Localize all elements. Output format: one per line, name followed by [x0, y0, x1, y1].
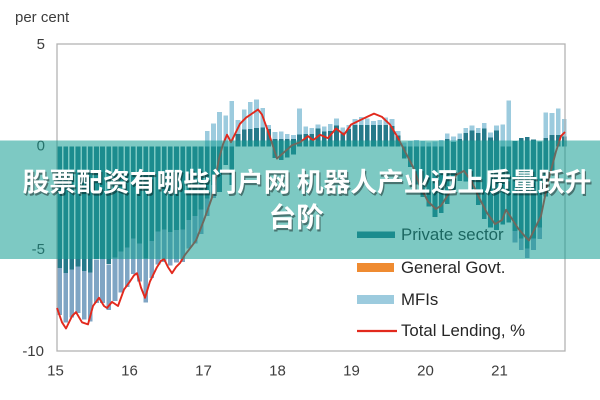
- svg-text:16: 16: [121, 363, 138, 380]
- svg-text:17: 17: [195, 363, 212, 380]
- svg-text:21: 21: [491, 363, 508, 380]
- svg-text:18: 18: [269, 363, 286, 380]
- svg-text:19: 19: [343, 363, 360, 380]
- svg-text:Total Lending, %: Total Lending, %: [401, 321, 525, 340]
- svg-text:15: 15: [47, 363, 64, 380]
- svg-text:per cent: per cent: [15, 9, 70, 26]
- svg-text:20: 20: [417, 363, 434, 380]
- svg-text:-10: -10: [22, 343, 44, 360]
- svg-text:5: 5: [37, 36, 45, 53]
- svg-text:General Govt.: General Govt.: [401, 258, 505, 277]
- svg-text:MFIs: MFIs: [401, 290, 438, 309]
